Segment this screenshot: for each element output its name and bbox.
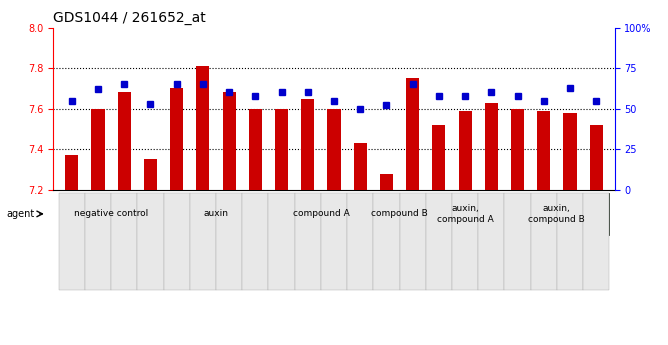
Bar [590,125,603,190]
Bar [196,66,210,190]
Text: negative control: negative control [74,209,148,218]
Text: compound B: compound B [371,209,428,218]
Text: compound A: compound A [293,209,349,218]
Bar [511,109,524,190]
Text: auxin,
compound B: auxin, compound B [528,204,585,224]
Text: auxin: auxin [204,209,228,218]
Bar [144,159,157,190]
Bar [432,125,446,190]
Bar [380,174,393,190]
Bar [118,92,131,190]
Bar [327,109,341,190]
Bar [92,109,105,190]
Bar [301,99,315,190]
Bar [537,111,550,190]
Bar [170,88,183,190]
Bar [485,102,498,190]
Bar [275,109,288,190]
Bar [458,111,472,190]
Bar [406,78,420,190]
Text: GDS1044 / 261652_at: GDS1044 / 261652_at [53,11,206,25]
Bar [65,155,78,190]
Bar [353,143,367,190]
Text: auxin,
compound A: auxin, compound A [437,204,494,224]
Bar [563,113,576,190]
Text: agent: agent [7,209,35,219]
Bar [222,92,236,190]
Bar [248,109,262,190]
